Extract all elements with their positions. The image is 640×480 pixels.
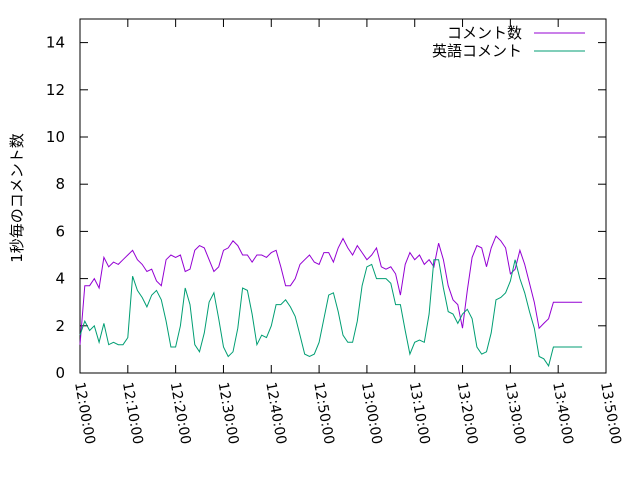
y-tick-label: 10 bbox=[46, 128, 65, 146]
x-tick-label: 12:40:00 bbox=[262, 381, 289, 446]
series-line-1 bbox=[79, 235, 583, 345]
y-tick-label: 4 bbox=[55, 270, 65, 288]
y-axis: 0 2 4 6 8 10 12 14 bbox=[46, 34, 606, 382]
x-tick-label: 12:50:00 bbox=[310, 381, 337, 446]
x-tick-label: 12:30:00 bbox=[215, 381, 242, 446]
y-tick-label: 14 bbox=[46, 34, 65, 52]
x-tick-label: 13:00:00 bbox=[358, 381, 385, 446]
y-axis-label: 1秒毎のコメント数 bbox=[8, 133, 26, 263]
y-tick-label: 2 bbox=[55, 317, 65, 335]
series-lines bbox=[79, 235, 583, 368]
x-tick-label: 13:10:00 bbox=[406, 381, 433, 446]
legend-label: 英語コメント bbox=[432, 42, 522, 60]
series-line-2 bbox=[79, 259, 583, 368]
x-tick-label: 13:20:00 bbox=[454, 381, 481, 446]
x-tick-label: 13:50:00 bbox=[597, 381, 624, 446]
plot-frame bbox=[79, 18, 607, 374]
x-tick-label: 13:40:00 bbox=[549, 381, 576, 446]
y-tick-label: 0 bbox=[55, 364, 65, 382]
y-tick-label: 6 bbox=[55, 222, 65, 240]
x-tick-label: 12:10:00 bbox=[119, 381, 146, 446]
x-tick-label: 13:30:00 bbox=[501, 381, 528, 446]
x-tick-label: 12:20:00 bbox=[167, 381, 194, 446]
y-tick-label: 8 bbox=[55, 175, 65, 193]
x-axis: 12:00:00 12:10:00 12:20:00 12:30:00 12:40:00… bbox=[71, 19, 624, 446]
legend-label: コメント数 bbox=[447, 24, 522, 42]
x-tick-label: 12:00:00 bbox=[71, 381, 98, 446]
plot-border bbox=[79, 18, 607, 374]
y-tick-label: 12 bbox=[46, 81, 65, 99]
